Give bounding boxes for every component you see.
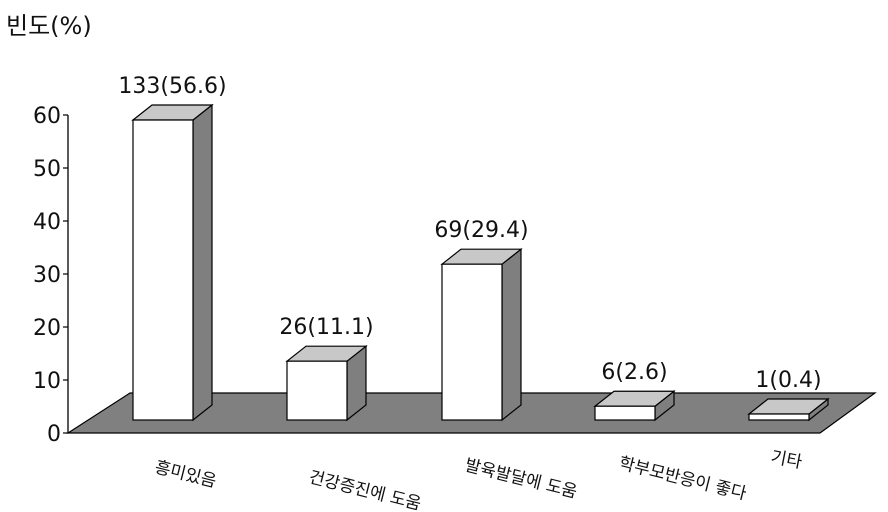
- category-label: 발육발달에 도움: [463, 455, 579, 502]
- bar-side-face: [193, 105, 212, 420]
- category-label: 흥미있음: [153, 457, 219, 492]
- category-label: 기타: [769, 447, 804, 473]
- bar: [287, 346, 366, 420]
- y-tick-label: 50: [33, 157, 61, 182]
- bar-front-face: [595, 406, 655, 420]
- bar-front-face: [442, 264, 502, 420]
- bar-front-face: [133, 120, 193, 420]
- data-label: 69(29.4): [434, 218, 528, 243]
- y-tick-label: 40: [33, 210, 61, 235]
- category-label: 학부모반응이 좋다: [617, 453, 749, 504]
- y-tick-label: 30: [33, 263, 61, 288]
- y-tick-label: 60: [33, 104, 61, 129]
- data-label: 6(2.6): [601, 360, 667, 385]
- category-labels: 흥미있음 건강증진에 도움 발육발달에 도움 학부모반응이 좋다 기타: [153, 447, 804, 512]
- data-label: 1(0.4): [755, 368, 821, 393]
- bar: [442, 249, 521, 420]
- category-label: 건강증진에 도움: [307, 467, 423, 512]
- bar-front-face: [287, 361, 347, 420]
- y-axis-label: 빈도(%): [6, 12, 92, 40]
- y-axis-ticks: 0 10 20 30 40 50 60: [33, 104, 68, 447]
- bar-front-face: [749, 414, 809, 420]
- y-tick-label: 10: [33, 369, 61, 394]
- data-label: 26(11.1): [279, 315, 373, 340]
- y-tick-label: 20: [33, 316, 61, 341]
- bar-side-face: [502, 249, 521, 420]
- data-label: 133(56.6): [118, 74, 226, 99]
- y-tick-label: 0: [47, 422, 61, 447]
- bar: [133, 105, 212, 420]
- bars: [133, 105, 828, 420]
